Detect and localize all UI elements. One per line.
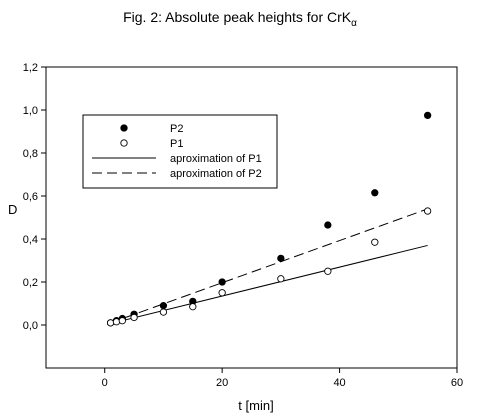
legend-label: P2 bbox=[170, 123, 183, 135]
p1-point bbox=[118, 317, 126, 325]
legend: P2 P1 aproximation of P1 aproximation of P2 bbox=[82, 114, 278, 189]
legend-label: aproximation of P1 bbox=[170, 153, 262, 165]
p1-point bbox=[218, 289, 226, 297]
p2-point bbox=[218, 278, 226, 286]
y-tick-label: 0,4 bbox=[23, 234, 38, 246]
legend-swatch bbox=[120, 124, 128, 132]
y-tick-label: 0,2 bbox=[23, 277, 38, 289]
x-tick-label: 0 bbox=[102, 377, 108, 389]
p1-point bbox=[324, 267, 332, 275]
p1-point bbox=[112, 318, 121, 326]
legend-box bbox=[82, 114, 278, 189]
x-tick-label: 40 bbox=[333, 377, 345, 389]
p1-point bbox=[189, 303, 197, 311]
data-points bbox=[106, 111, 432, 327]
approximation-p2-line bbox=[110, 208, 428, 324]
y-tick-label: 0,8 bbox=[23, 148, 38, 160]
x-tick-label: 20 bbox=[216, 377, 228, 389]
chart-title-main: Fig. 2: Absolute peak heights for CrK bbox=[123, 9, 352, 25]
x-tick-label: 60 bbox=[451, 377, 463, 389]
chart-title-subscript: α bbox=[351, 18, 357, 29]
p1-point bbox=[130, 313, 138, 322]
p2-point bbox=[324, 221, 332, 229]
p2-point bbox=[159, 301, 168, 310]
y-tick-label: 0,0 bbox=[23, 320, 38, 332]
y-tick-label: 1,2 bbox=[23, 62, 38, 74]
p2-point bbox=[371, 189, 379, 197]
plot-frame bbox=[45, 66, 458, 369]
p1-point bbox=[423, 207, 432, 215]
y-axis-label: D bbox=[8, 202, 17, 217]
chart-title: Fig. 2: Absolute peak heights for CrKα bbox=[123, 9, 357, 29]
y-axis: 0,0 0,2 0,4 0,6 0,8 1,0 1,2 bbox=[23, 62, 46, 332]
p1-point bbox=[106, 319, 115, 327]
p1-point bbox=[277, 275, 285, 283]
legend-swatch bbox=[120, 139, 128, 147]
legend-label: P1 bbox=[170, 138, 183, 150]
approximation-lines bbox=[110, 208, 428, 324]
y-tick-label: 1,0 bbox=[23, 105, 38, 117]
p1-point bbox=[159, 308, 168, 316]
p1-point bbox=[371, 238, 379, 246]
x-axis-label: t [min] bbox=[238, 398, 273, 413]
legend-label: aproximation of P2 bbox=[170, 168, 262, 180]
y-tick-label: 0,6 bbox=[23, 191, 38, 203]
p2-point bbox=[277, 254, 285, 263]
p2-point bbox=[423, 111, 432, 120]
x-axis: 0 20 40 60 bbox=[102, 368, 463, 389]
approximation-p1-line bbox=[110, 244, 428, 324]
